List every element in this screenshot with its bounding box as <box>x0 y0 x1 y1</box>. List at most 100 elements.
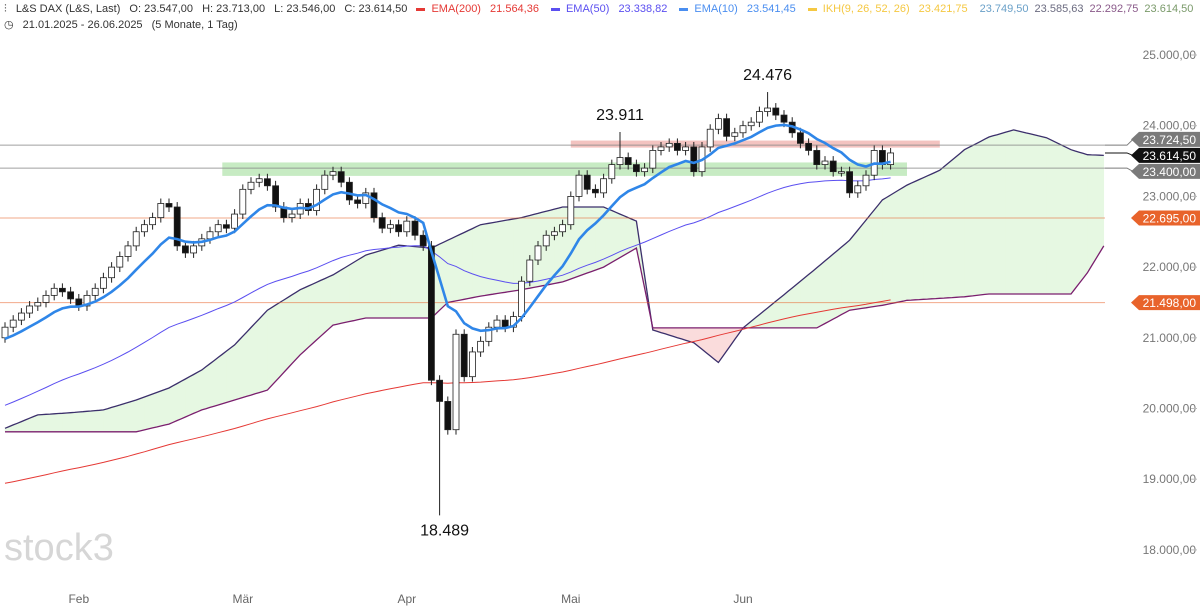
candle-body <box>231 213 239 229</box>
candle-body <box>829 160 837 173</box>
color-swatch <box>550 7 560 11</box>
ichimoku-cloud-segment <box>217 350 227 406</box>
ichimoku-cloud-segment <box>414 246 424 319</box>
candle <box>608 159 616 184</box>
y-tick-label: 25.000,00 <box>1143 48 1197 62</box>
candle <box>624 152 632 170</box>
ichimoku-cloud-segment <box>324 274 334 334</box>
candle-body <box>501 319 509 328</box>
candle-body <box>272 185 280 208</box>
date-range-description: (5 Monate, 1 Tag) <box>151 19 238 31</box>
candle-body <box>657 146 665 151</box>
chart-type-icon[interactable]: ⫶ <box>4 3 7 15</box>
candle-body <box>124 245 132 257</box>
candle <box>75 293 83 311</box>
candle <box>682 141 689 156</box>
candle-body <box>526 259 534 282</box>
candle <box>665 138 673 152</box>
y-tick-label: 19.000,00 <box>1143 472 1197 486</box>
candle-body <box>181 245 189 254</box>
ichimoku-cloud-segment <box>923 173 932 300</box>
candle-body <box>485 326 493 342</box>
candle-body <box>542 234 550 247</box>
candle <box>67 286 74 304</box>
indicator-0[interactable]: EMA(200) 21.564,36 <box>416 3 545 15</box>
indicator-2[interactable]: EMA(10) 23.541,45 <box>679 3 801 15</box>
price-tag-background <box>1131 163 1200 179</box>
ichimoku-cloud-segment <box>504 218 514 293</box>
ichimoku-cloud-segment <box>103 407 112 433</box>
ichimoku-cloud-segment <box>865 209 875 309</box>
symbol-name: L&S DAX (L&S, Last) <box>15 3 121 15</box>
ichimoku-cloud-segment <box>398 244 408 319</box>
candle-body <box>140 224 148 233</box>
candle <box>485 322 493 347</box>
candle <box>436 375 444 516</box>
indicator-1[interactable]: EMA(50) 23.338,82 <box>550 3 673 15</box>
candle <box>805 138 812 156</box>
candle <box>59 283 66 297</box>
candle <box>124 240 132 262</box>
candle-body <box>608 164 616 180</box>
candle <box>756 106 763 128</box>
candle <box>370 187 378 223</box>
ichimoku-cloud-segment <box>816 260 826 329</box>
ichimoku-cloud-segment <box>980 136 990 296</box>
candle-body <box>665 142 673 148</box>
candle-body <box>50 287 58 296</box>
candle <box>362 187 370 209</box>
candle <box>395 219 403 237</box>
candle <box>17 308 25 326</box>
candle <box>1 322 9 343</box>
candle <box>255 173 263 188</box>
header-line-1: ⫶ L&S DAX (L&S, Last) O: 23.547,00 H: 23… <box>4 3 1200 16</box>
ikh-value: 23.749,50 <box>979 3 1029 15</box>
candle <box>567 191 575 230</box>
candle <box>764 92 771 117</box>
candle <box>165 198 173 212</box>
price-tag-background <box>1131 295 1200 311</box>
ichimoku-cloud-segment <box>349 259 358 322</box>
low-value: L: 23.546,00 <box>274 3 336 15</box>
candle <box>108 262 115 283</box>
candle <box>91 283 99 301</box>
indicator-3[interactable]: IKH(9, 26, 52, 26) 23.421,75 <box>807 3 974 15</box>
candle-body <box>222 224 230 229</box>
line-price-tag: 23.400,00 <box>1105 163 1200 179</box>
ichimoku-cloud-segment <box>201 363 211 411</box>
ichimoku-cloud-segment <box>78 411 88 433</box>
y-tick-label: 22.000,00 <box>1143 260 1197 274</box>
ikh-value: 23.614,50 <box>1144 3 1194 15</box>
candle-body <box>559 224 566 233</box>
candle <box>887 148 894 170</box>
candle <box>214 219 222 237</box>
ichimoku-cloud-segment <box>62 412 71 433</box>
ichimoku-cloud-segment <box>1005 129 1014 295</box>
candle-body <box>862 174 870 187</box>
ichimoku-cloud-segment <box>824 253 834 324</box>
date-range[interactable]: 21.01.2025 - 26.06.2025 <box>22 19 143 31</box>
candle <box>313 184 321 216</box>
indicator-value: 23.338,82 <box>618 3 668 15</box>
candle <box>83 290 91 311</box>
candle-body <box>813 150 821 165</box>
candle <box>427 240 435 386</box>
candle <box>50 283 58 301</box>
ichimoku-span-a <box>4 129 1104 429</box>
candle-body <box>157 203 165 219</box>
y-tick-label: 18.000,00 <box>1143 543 1197 557</box>
candle <box>321 170 329 195</box>
candle-body <box>34 302 42 307</box>
candle <box>583 170 591 195</box>
candle <box>575 170 583 202</box>
candle <box>797 127 804 149</box>
candle-body <box>403 220 411 233</box>
ichimoku-cloud-segment <box>882 194 891 306</box>
ema200-line <box>4 299 891 484</box>
ichimoku-cloud-segment <box>176 378 186 421</box>
candle <box>116 251 124 273</box>
candle <box>173 202 181 251</box>
stock3-watermark: stock3 <box>4 527 114 569</box>
ichimoku-cloud-segment <box>1021 131 1031 295</box>
